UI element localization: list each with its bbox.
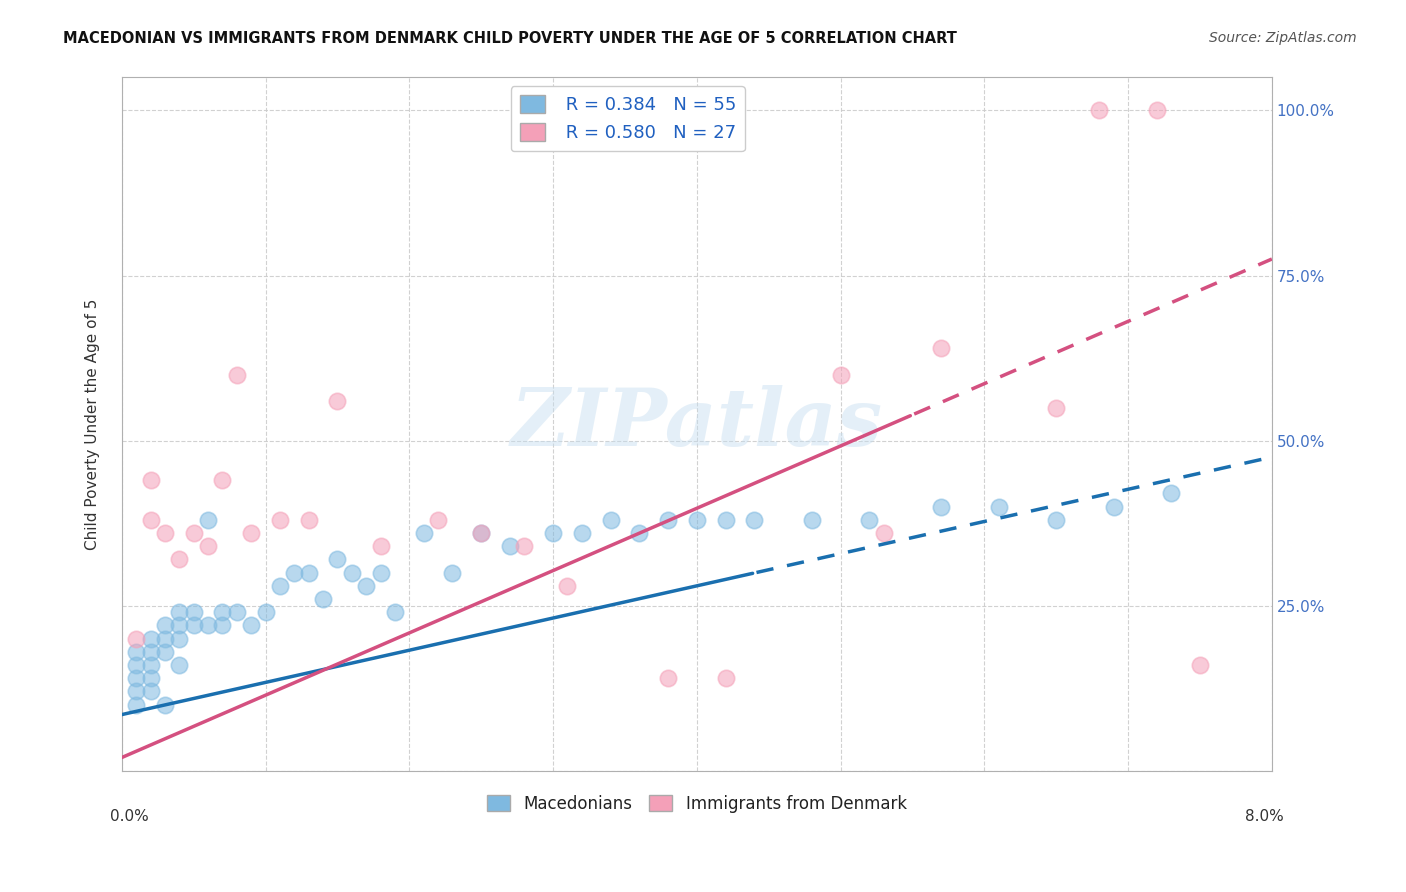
Point xyxy=(139,632,162,646)
Point xyxy=(211,473,233,487)
Point xyxy=(326,552,349,566)
Point xyxy=(800,513,823,527)
Point xyxy=(125,684,148,698)
Point xyxy=(441,566,464,580)
Point xyxy=(599,513,621,527)
Point xyxy=(714,671,737,685)
Point xyxy=(197,513,219,527)
Point xyxy=(225,368,247,382)
Point xyxy=(929,500,952,514)
Point xyxy=(283,566,305,580)
Point xyxy=(269,579,291,593)
Point xyxy=(571,526,593,541)
Point xyxy=(1088,103,1111,118)
Point xyxy=(370,539,392,553)
Point xyxy=(183,618,205,632)
Point xyxy=(269,513,291,527)
Point xyxy=(987,500,1010,514)
Point xyxy=(139,684,162,698)
Point xyxy=(1160,486,1182,500)
Point xyxy=(412,526,434,541)
Point xyxy=(169,552,191,566)
Point xyxy=(153,632,176,646)
Point xyxy=(513,539,536,553)
Point xyxy=(139,513,162,527)
Text: 0.0%: 0.0% xyxy=(110,809,149,824)
Point xyxy=(125,658,148,673)
Legend: Macedonians, Immigrants from Denmark: Macedonians, Immigrants from Denmark xyxy=(478,787,915,822)
Y-axis label: Child Poverty Under the Age of 5: Child Poverty Under the Age of 5 xyxy=(86,299,100,549)
Point xyxy=(298,513,321,527)
Point xyxy=(1102,500,1125,514)
Point xyxy=(254,605,277,619)
Point xyxy=(240,618,263,632)
Point xyxy=(139,658,162,673)
Point xyxy=(125,671,148,685)
Point xyxy=(929,341,952,355)
Point xyxy=(557,579,579,593)
Point xyxy=(858,513,880,527)
Point xyxy=(499,539,522,553)
Point xyxy=(125,645,148,659)
Point xyxy=(873,526,896,541)
Point xyxy=(197,539,219,553)
Point xyxy=(354,579,377,593)
Point xyxy=(169,605,191,619)
Point xyxy=(1045,513,1067,527)
Point xyxy=(169,618,191,632)
Point xyxy=(169,632,191,646)
Point xyxy=(125,698,148,712)
Text: ZIPatlas: ZIPatlas xyxy=(510,385,883,463)
Point xyxy=(1146,103,1168,118)
Point xyxy=(1188,658,1211,673)
Point xyxy=(211,618,233,632)
Point xyxy=(340,566,363,580)
Point xyxy=(153,645,176,659)
Point xyxy=(211,605,233,619)
Point xyxy=(139,645,162,659)
Point xyxy=(470,526,492,541)
Text: Source: ZipAtlas.com: Source: ZipAtlas.com xyxy=(1209,31,1357,45)
Point xyxy=(1045,401,1067,415)
Point xyxy=(326,394,349,409)
Point xyxy=(470,526,492,541)
Point xyxy=(744,513,766,527)
Point xyxy=(657,671,679,685)
Point xyxy=(628,526,651,541)
Point xyxy=(183,526,205,541)
Point xyxy=(370,566,392,580)
Point xyxy=(312,592,335,607)
Point xyxy=(183,605,205,619)
Point xyxy=(197,618,219,632)
Point xyxy=(686,513,709,527)
Point xyxy=(657,513,679,527)
Point xyxy=(153,698,176,712)
Point xyxy=(225,605,247,619)
Point xyxy=(153,618,176,632)
Text: 8.0%: 8.0% xyxy=(1244,809,1284,824)
Point xyxy=(153,526,176,541)
Point xyxy=(139,473,162,487)
Point xyxy=(384,605,406,619)
Point xyxy=(830,368,852,382)
Point xyxy=(541,526,564,541)
Point xyxy=(298,566,321,580)
Point xyxy=(125,632,148,646)
Point xyxy=(169,658,191,673)
Point xyxy=(714,513,737,527)
Point xyxy=(427,513,450,527)
Text: MACEDONIAN VS IMMIGRANTS FROM DENMARK CHILD POVERTY UNDER THE AGE OF 5 CORRELATI: MACEDONIAN VS IMMIGRANTS FROM DENMARK CH… xyxy=(63,31,957,46)
Point xyxy=(240,526,263,541)
Point xyxy=(139,671,162,685)
